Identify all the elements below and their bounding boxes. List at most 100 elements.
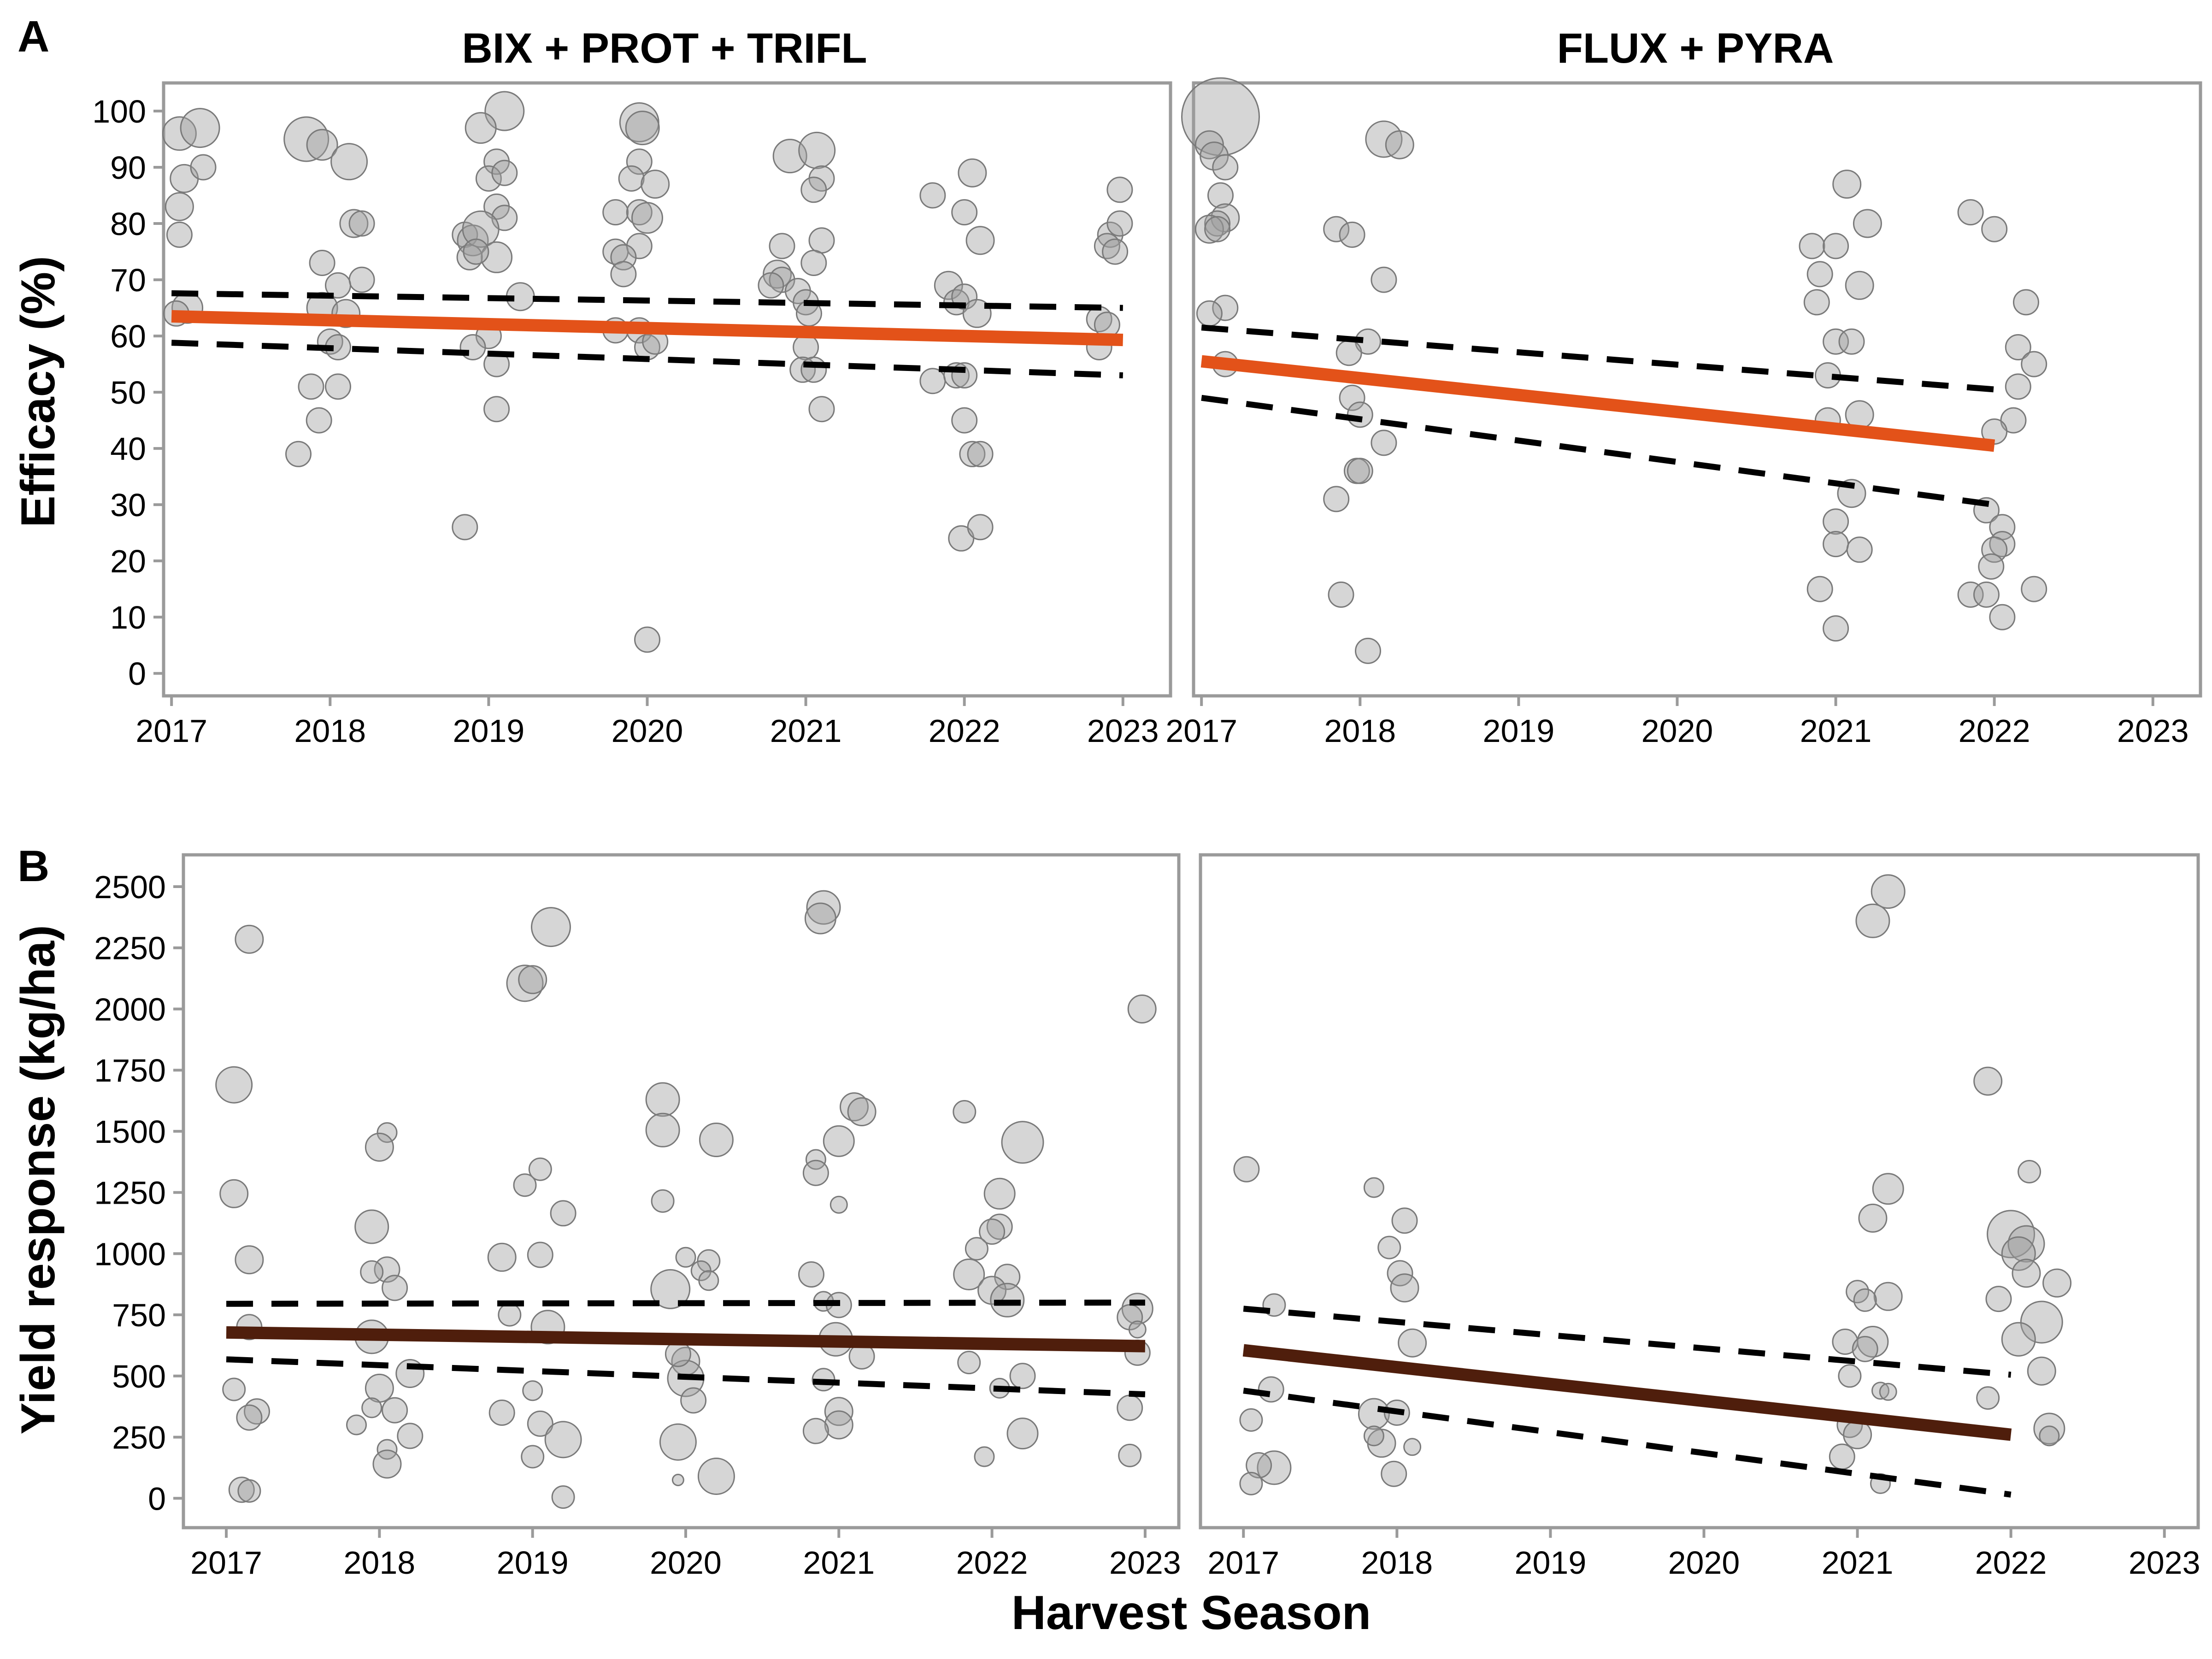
data-point [1823, 508, 1849, 535]
data-point [618, 165, 645, 192]
y-tick-label: 250 [112, 1420, 166, 1456]
data-point [698, 1270, 719, 1291]
data-point [1196, 300, 1223, 327]
data-point [800, 356, 827, 383]
data-point [1799, 233, 1825, 259]
y-tick-label: 1000 [94, 1236, 166, 1272]
data-point [1806, 261, 1833, 288]
data-point [325, 373, 351, 400]
data-point [283, 116, 329, 162]
data-point [1957, 199, 1984, 226]
data-point [348, 210, 375, 237]
data-point [919, 182, 946, 209]
data-point [645, 1082, 680, 1117]
y-tick-label: 80 [110, 206, 146, 242]
x-tick-label: 2021 [1822, 1545, 1894, 1581]
y-axis-label-yield: Yield response (kg/ha) [12, 925, 65, 1435]
data-point [544, 1421, 582, 1459]
data-point [330, 143, 368, 181]
data-point [452, 514, 478, 541]
data-point [1212, 294, 1239, 321]
data-point [166, 221, 193, 248]
data-point [1371, 429, 1397, 456]
plot-frame [1192, 81, 2202, 698]
data-point [1385, 130, 1414, 159]
column-title-right: FLUX + PYRA [1557, 25, 1834, 72]
data-point [1871, 874, 1906, 909]
data-point [1873, 1282, 1903, 1311]
data-point [506, 965, 544, 1002]
data-point [957, 1351, 981, 1375]
y-tick-label: 90 [110, 150, 146, 186]
data-point [190, 154, 217, 181]
data-point [1001, 1121, 1044, 1164]
data-point [1858, 1203, 1888, 1233]
data-point [346, 1414, 367, 1435]
data-point [1117, 1394, 1143, 1421]
data-point [919, 368, 946, 394]
x-tick-label: 2019 [453, 713, 525, 749]
data-point [1194, 214, 1224, 244]
x-tick-label: 2017 [1207, 1545, 1279, 1581]
plot-yield-bix: 2017 2018 2019 2020 2021 2022 2023 0 250 500 750 10… [94, 853, 1181, 1581]
data-point [805, 1149, 826, 1170]
y-tick-label: 500 [112, 1359, 166, 1394]
data-point [1398, 1328, 1427, 1358]
x-tick-label: 2020 [650, 1545, 722, 1581]
data-point [222, 1377, 246, 1401]
data-point [528, 1157, 552, 1181]
data-point [361, 1397, 382, 1418]
data-point [959, 441, 986, 467]
data-point [626, 148, 653, 175]
x-tick-label: 2017 [135, 713, 207, 749]
x-axis-label: Harvest Season [1012, 1586, 1371, 1640]
data-point [1365, 120, 1403, 158]
data-point [235, 1245, 264, 1275]
y-tick-label: 10 [110, 600, 146, 635]
data-point [800, 176, 827, 203]
data-point [830, 1195, 848, 1214]
x-tick-label: 2020 [1668, 1545, 1740, 1581]
data-point [1128, 1320, 1147, 1339]
data-point [1335, 340, 1362, 366]
data-point [215, 1066, 253, 1104]
data-point [462, 210, 500, 248]
data-point [465, 112, 497, 144]
data-point [650, 1269, 691, 1309]
data-point [953, 1259, 985, 1290]
data-point [1806, 576, 1833, 602]
x-tick-label: 2020 [1641, 713, 1713, 749]
data-point [354, 1209, 389, 1244]
data-point [965, 226, 995, 255]
data-point [498, 1303, 522, 1327]
data-point [951, 407, 978, 434]
data-point [1846, 536, 1873, 563]
data-point [1347, 458, 1373, 484]
y-tick-label: 1500 [94, 1114, 166, 1150]
data-point [372, 1449, 402, 1479]
data-point [1838, 328, 1865, 355]
data-point [463, 238, 489, 265]
data-point [804, 902, 836, 935]
data-point [382, 1275, 408, 1301]
data-point [840, 1092, 869, 1122]
data-point [626, 199, 653, 226]
x-tick-label: 2022 [956, 1545, 1028, 1581]
data-point [309, 250, 335, 276]
data-point [958, 158, 987, 188]
column-title-left: BIX + PROT + TRIFL [462, 25, 867, 72]
data-point [1832, 1329, 1859, 1355]
data-point [1097, 221, 1124, 248]
plot-yield-flux: 2017 2018 2019 2020 2021 2022 2023 [1199, 853, 2200, 1581]
data-point [487, 1242, 517, 1272]
data-point [1981, 536, 2008, 563]
data-point [1838, 1364, 1862, 1388]
x-tick-label: 2022 [1975, 1545, 2047, 1581]
data-point [1989, 604, 2016, 630]
data-points [1233, 874, 2072, 1495]
data-point [2027, 1356, 2056, 1386]
y-tick-label: 60 [110, 318, 146, 354]
data-point [237, 1479, 261, 1503]
data-point [491, 159, 518, 186]
data-point [2018, 1160, 2041, 1183]
